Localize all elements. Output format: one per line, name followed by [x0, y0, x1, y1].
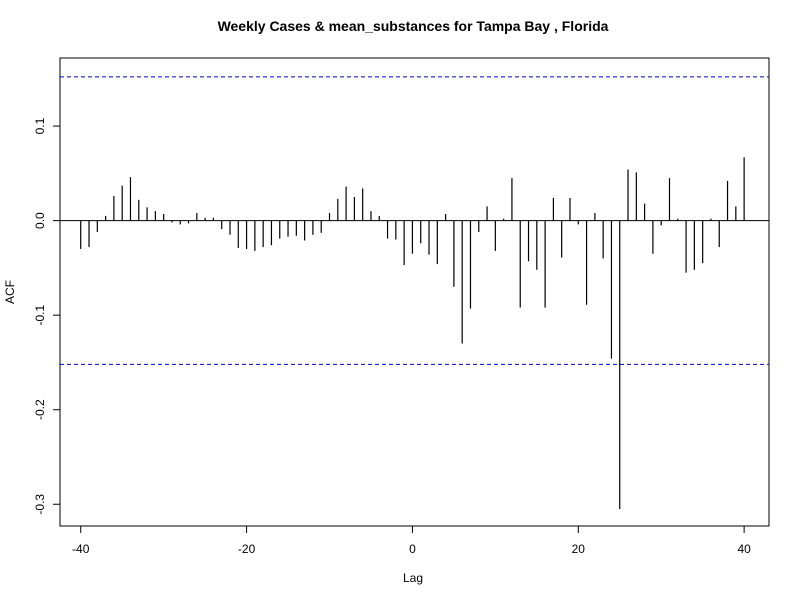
y-axis: -0.3 -0.2 -0.1 0.0 0.1	[33, 117, 61, 515]
plot-frame	[59, 57, 770, 527]
x-tick-label: -20	[238, 542, 256, 556]
acf-bars	[80, 157, 745, 509]
y-axis-label: ACF	[3, 280, 17, 304]
y-tick-label: -0.2	[33, 399, 47, 420]
x-axis-label: Lag	[403, 571, 423, 585]
y-tick-label: 0.1	[33, 117, 47, 134]
y-tick-label: -0.3	[33, 494, 47, 515]
x-tick-label: -40	[72, 542, 90, 556]
x-axis: -40 -20 0 20 40	[72, 525, 751, 556]
x-tick-label: 40	[737, 542, 751, 556]
y-tick-label: -0.1	[33, 305, 47, 326]
confidence-bounds	[60, 76, 769, 365]
x-tick-label: 20	[572, 542, 586, 556]
chart-title: Weekly Cases & mean_substances for Tampa…	[218, 18, 609, 34]
x-tick-label: 0	[409, 542, 416, 556]
y-tick-label: 0.0	[33, 212, 47, 229]
